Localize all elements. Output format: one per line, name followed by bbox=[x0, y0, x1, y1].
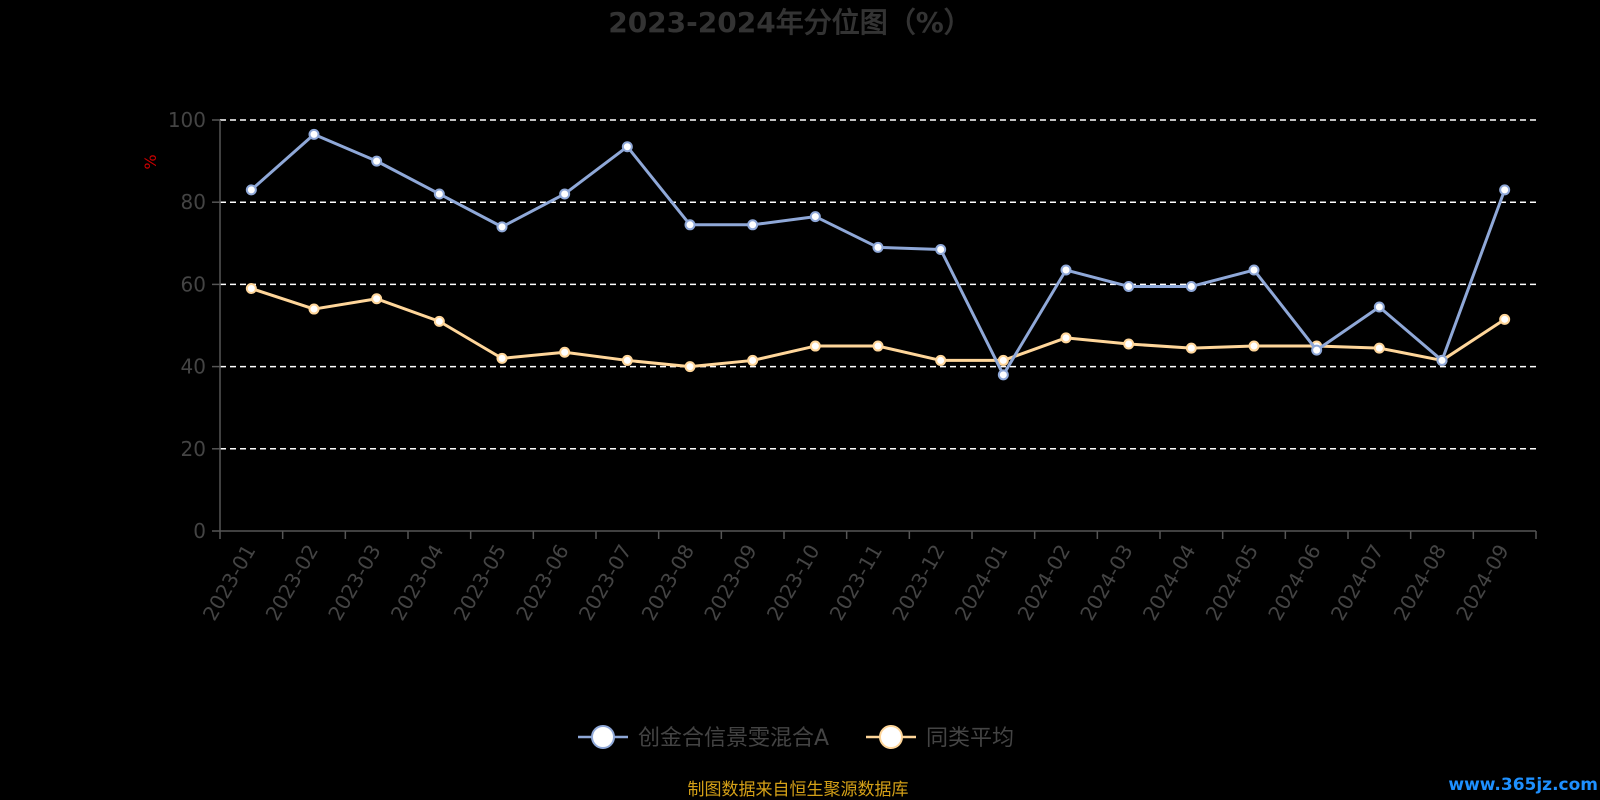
series-1-point bbox=[935, 354, 947, 366]
series-0-point bbox=[935, 243, 947, 255]
legend-label: 创金合信景雯混合A bbox=[638, 726, 829, 751]
legend[interactable]: 创金合信景雯混合A 同类平均 bbox=[578, 725, 1014, 751]
series-1-point bbox=[621, 354, 633, 366]
y-tick-label: 100 bbox=[168, 108, 206, 132]
y-tick-label: 80 bbox=[181, 190, 206, 214]
grid-lines bbox=[220, 119, 1536, 450]
watermark: www.365jz.com bbox=[1448, 775, 1598, 795]
series-0-point bbox=[1311, 344, 1323, 356]
series-0-point bbox=[1060, 264, 1072, 276]
chart-title: 2023-2024年分位图（%） bbox=[608, 6, 972, 39]
x-tick-label: 2023-07 bbox=[574, 540, 637, 624]
y-axis-unit: % bbox=[141, 154, 160, 169]
x-tick-label: 2024-04 bbox=[1138, 540, 1201, 624]
series-1-point bbox=[496, 352, 508, 364]
series-0-point bbox=[809, 211, 821, 223]
x-tick-label: 2023-10 bbox=[762, 540, 825, 624]
x-tick-label: 2024-03 bbox=[1075, 540, 1138, 624]
y-tick-label: 60 bbox=[181, 272, 206, 296]
series-1-point bbox=[559, 346, 571, 358]
series-1-point bbox=[1123, 338, 1135, 350]
series-1-point bbox=[1248, 340, 1260, 352]
x-tick-label: 2024-01 bbox=[950, 540, 1013, 624]
x-tick-label: 2023-11 bbox=[825, 540, 888, 624]
x-tick-label: 2024-08 bbox=[1389, 540, 1452, 624]
x-tick-label: 2023-02 bbox=[261, 540, 324, 624]
legend-label: 同类平均 bbox=[926, 726, 1014, 751]
series-line-0 bbox=[250, 132, 1507, 377]
y-tick-label: 20 bbox=[181, 437, 206, 461]
series-0-point bbox=[747, 219, 759, 231]
series-0-point bbox=[559, 188, 571, 200]
legend-item-1[interactable]: 同类平均 bbox=[866, 725, 1014, 751]
series-0-point bbox=[433, 188, 445, 200]
series-0-point bbox=[1185, 280, 1197, 292]
series-0-point bbox=[1123, 280, 1135, 292]
series-1-point bbox=[872, 340, 884, 352]
legend-marker bbox=[879, 725, 903, 749]
legend-marker bbox=[591, 725, 615, 749]
x-tick-label: 2024-06 bbox=[1263, 540, 1326, 624]
series-0-point bbox=[308, 128, 320, 140]
x-tick-labels: 2023-01 2023-02 2023-03 2023-04 2023-05 2023-… bbox=[198, 540, 1514, 624]
y-tick-label: 40 bbox=[181, 355, 206, 379]
x-tick-label: 2024-09 bbox=[1451, 540, 1514, 624]
series-1-point bbox=[245, 283, 257, 295]
series-0-point bbox=[872, 241, 884, 253]
series-1-point bbox=[371, 293, 383, 305]
x-tick-label: 2023-03 bbox=[323, 540, 386, 624]
series-0-point bbox=[1499, 184, 1511, 196]
series-0-point bbox=[1248, 264, 1260, 276]
x-tick-label: 2024-07 bbox=[1326, 540, 1389, 624]
series-1-point bbox=[1499, 313, 1511, 325]
series-1-point bbox=[1373, 342, 1385, 354]
y-tick-labels: 0 20 40 60 80 100 bbox=[168, 108, 206, 543]
series-0-point bbox=[621, 141, 633, 153]
x-tick-label: 2023-12 bbox=[887, 540, 950, 624]
x-tick-label: 2023-01 bbox=[198, 540, 261, 624]
series-0-point bbox=[997, 369, 1009, 381]
legend-item-0[interactable]: 创金合信景雯混合A bbox=[578, 725, 829, 751]
series-0-point bbox=[684, 219, 696, 231]
series-1-point bbox=[308, 303, 320, 315]
series-1-point bbox=[1060, 332, 1072, 344]
x-tick-label: 2023-09 bbox=[699, 540, 762, 624]
x-tick-label: 2024-05 bbox=[1201, 540, 1264, 624]
y-tick-label: 0 bbox=[193, 519, 206, 543]
series-1-point bbox=[684, 361, 696, 373]
series-1-point bbox=[997, 354, 1009, 366]
series-layer bbox=[245, 128, 1511, 381]
x-tick-label: 2024-02 bbox=[1013, 540, 1076, 624]
x-tick-label: 2023-08 bbox=[637, 540, 700, 624]
series-0-point bbox=[245, 184, 257, 196]
series-0-point bbox=[1436, 354, 1448, 366]
x-tick-label: 2023-06 bbox=[511, 540, 574, 624]
series-1-point bbox=[1185, 342, 1197, 354]
series-0-point bbox=[1373, 301, 1385, 313]
series-1-point bbox=[747, 354, 759, 366]
series-0-point bbox=[371, 155, 383, 167]
series-1-point bbox=[433, 315, 445, 327]
axes bbox=[212, 119, 1537, 539]
series-1-point bbox=[809, 340, 821, 352]
x-tick-label: 2023-04 bbox=[386, 540, 449, 624]
series-0-point bbox=[496, 221, 508, 233]
x-tick-label: 2023-05 bbox=[449, 540, 512, 624]
data-source-note: 制图数据来自恒生聚源数据库 bbox=[688, 780, 909, 800]
